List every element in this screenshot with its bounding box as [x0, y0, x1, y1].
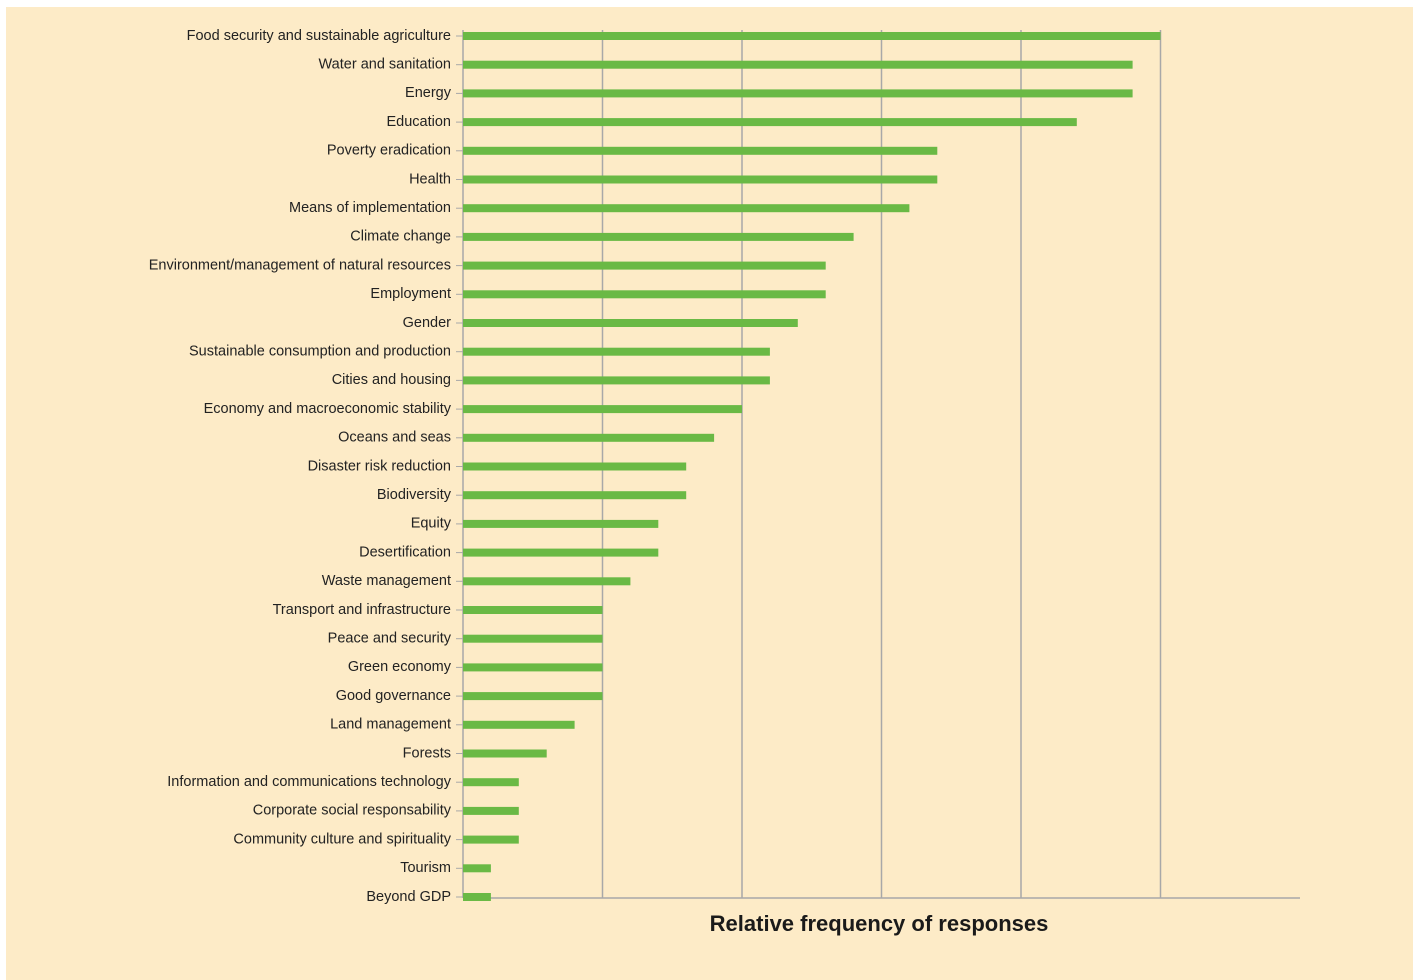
bar — [463, 720, 575, 729]
bar — [463, 778, 519, 787]
bar — [463, 433, 715, 442]
y-tick-label: Waste management — [322, 573, 451, 589]
y-tick-label: Education — [387, 114, 452, 130]
y-tick-label: Desertification — [359, 544, 451, 560]
y-tick-label: Poverty eradication — [327, 143, 451, 159]
y-tick-label: Tourism — [400, 860, 451, 876]
bar — [463, 548, 659, 557]
y-tick-label: Sustainable consumption and production — [189, 344, 451, 360]
y-tick-label: Biodiversity — [377, 487, 452, 503]
bar — [463, 376, 770, 385]
y-tick-label: Beyond GDP — [366, 889, 451, 905]
bar — [463, 864, 491, 873]
y-tick-label: Economy and macroeconomic stability — [204, 401, 452, 417]
bar — [463, 663, 603, 672]
y-tick-label: Employment — [370, 286, 451, 302]
y-tick-label: Health — [409, 171, 451, 187]
bar — [463, 491, 687, 500]
bar — [463, 606, 603, 614]
background — [6, 7, 1413, 980]
bar — [463, 405, 742, 414]
bar — [463, 261, 826, 270]
bar — [463, 60, 1133, 69]
bar — [463, 634, 603, 643]
bar — [463, 577, 631, 586]
bar — [463, 146, 938, 155]
bar — [463, 519, 659, 528]
bar — [463, 175, 938, 184]
bar — [463, 89, 1133, 98]
bar — [463, 462, 687, 471]
y-tick-label: Disaster risk reduction — [308, 458, 451, 474]
bar — [463, 32, 1161, 40]
y-tick-label: Gender — [403, 315, 452, 331]
y-tick-label: Cities and housing — [332, 372, 451, 388]
y-tick-label: Water and sanitation — [319, 57, 451, 73]
y-tick-label: Information and communications technolog… — [167, 774, 451, 790]
y-tick-label: Oceans and seas — [338, 430, 451, 446]
bar — [463, 893, 491, 901]
x-axis-label: Relative frequency of responses — [710, 911, 1049, 936]
y-tick-label: Means of implementation — [289, 200, 451, 216]
y-tick-label: Transport and infrastructure — [273, 602, 451, 618]
y-tick-label: Corporate social responsability — [253, 803, 452, 819]
y-tick-label: Food security and sustainable agricultur… — [187, 28, 451, 44]
bar — [463, 806, 519, 815]
y-tick-label: Forests — [403, 745, 451, 761]
bar — [463, 347, 770, 356]
y-tick-label: Peace and security — [328, 631, 452, 647]
y-tick-label: Good governance — [336, 688, 451, 704]
bar — [463, 290, 826, 299]
bar — [463, 692, 603, 701]
y-tick-label: Community culture and spirituality — [233, 831, 451, 847]
y-tick-label: Land management — [330, 717, 451, 733]
bar — [463, 232, 854, 241]
bar — [463, 204, 910, 213]
y-tick-label: Green economy — [348, 659, 452, 675]
y-tick-label: Equity — [411, 516, 452, 532]
bar — [463, 319, 798, 327]
y-tick-label: Environment/management of natural resour… — [149, 257, 451, 273]
bar — [463, 118, 1077, 127]
y-tick-label: Energy — [405, 85, 452, 101]
bar — [463, 749, 547, 758]
bar — [463, 835, 519, 844]
y-tick-label: Climate change — [350, 229, 451, 245]
